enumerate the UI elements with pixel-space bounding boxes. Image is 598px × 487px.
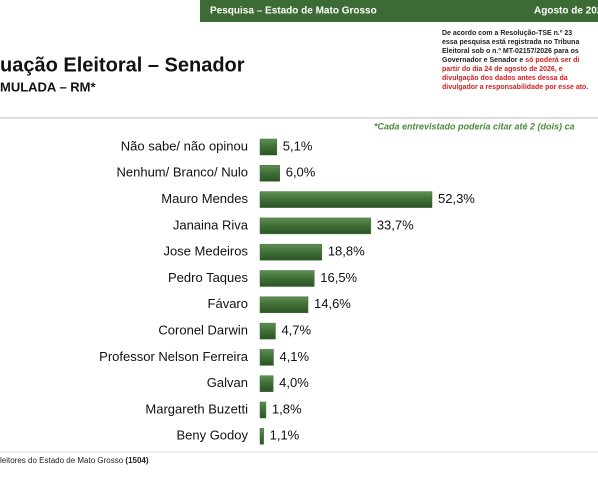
legal-text: De acordo com a Resolução-TSE n.º 23 bbox=[442, 30, 572, 37]
legal-text: só poderá ser di bbox=[525, 57, 579, 64]
legal-line: divulgação dos dados antes dessa da bbox=[442, 75, 568, 82]
bar bbox=[259, 349, 274, 366]
legal-text: Governador e Senador e bbox=[442, 57, 525, 64]
category-label: Professor Nelson Ferreira bbox=[99, 349, 249, 364]
legal-line: divulgador a responsabilidade por esse a… bbox=[442, 84, 588, 91]
chart-subtitle: MULADA – RM* bbox=[0, 79, 97, 94]
legal-line: Governador e Senador e só poderá ser di bbox=[442, 57, 579, 64]
bar bbox=[259, 243, 323, 261]
header-survey: Pesquisa – Estado de Mato Grosso bbox=[210, 6, 377, 17]
category-label: Janaina Riva bbox=[173, 217, 249, 232]
value-label: 33,7% bbox=[377, 217, 414, 232]
category-label: Coronel Darwin bbox=[158, 323, 248, 338]
header-date: Agosto de 202 bbox=[534, 6, 598, 17]
value-label: 4,0% bbox=[279, 375, 309, 390]
category-label: Não sabe/ não opinou bbox=[121, 138, 248, 153]
legal-line: Eleitoral sob o n.º MT-02157/2026 para o… bbox=[442, 48, 579, 55]
bar bbox=[259, 401, 267, 419]
category-label: Fávaro bbox=[208, 296, 248, 311]
value-label: 5,1% bbox=[283, 138, 313, 153]
legal-text: divulgador a responsabilidade por esse a… bbox=[442, 84, 588, 91]
category-label: Beny Godoy bbox=[176, 428, 248, 443]
value-label: 14,6% bbox=[314, 296, 351, 311]
header-bar bbox=[200, 0, 598, 22]
value-label: 16,5% bbox=[320, 270, 357, 285]
category-label: Nenhum/ Branco/ Nulo bbox=[116, 165, 248, 180]
category-label: Jose Medeiros bbox=[163, 244, 248, 259]
chart-note: *Cada entrevistado poderia citar até 2 (… bbox=[374, 121, 575, 131]
value-label: 18,8% bbox=[328, 244, 365, 259]
chart-title: uação Eleitoral – Senador bbox=[0, 54, 245, 76]
legal-text: Eleitoral sob o n.º MT-02157/2026 para o… bbox=[442, 48, 579, 55]
footer-text: leitores do Estado de Mato Grosso bbox=[0, 456, 125, 465]
bar bbox=[259, 165, 280, 182]
legal-text: essa pesquisa está registrada no Tribuna bbox=[442, 39, 579, 46]
bar bbox=[259, 217, 372, 235]
bar bbox=[259, 375, 274, 392]
value-label: 1,1% bbox=[270, 428, 300, 443]
category-label: Pedro Taques bbox=[168, 270, 248, 285]
bar bbox=[259, 296, 309, 314]
legal-box bbox=[440, 28, 598, 94]
footer-sample: (1504) bbox=[125, 456, 148, 465]
footer: leitores do Estado de Mato Grosso (1504) bbox=[0, 456, 149, 465]
category-label: Margareth Buzetti bbox=[145, 401, 248, 416]
category-label: Galvan bbox=[207, 375, 248, 390]
legal-line: partir do dia 24 de agosto de 2026, e bbox=[442, 66, 563, 73]
legal-text: divulgação dos dados antes dessa da bbox=[442, 75, 568, 82]
bar bbox=[259, 270, 315, 287]
legal-text: partir do dia 24 de agosto de 2026, e bbox=[442, 66, 563, 73]
bar bbox=[259, 428, 264, 445]
value-label: 4,7% bbox=[281, 323, 311, 338]
value-label: 52,3% bbox=[438, 191, 475, 206]
category-label: Mauro Mendes bbox=[161, 191, 248, 206]
value-label: 6,0% bbox=[286, 165, 316, 180]
bar bbox=[259, 191, 433, 208]
legal-line: essa pesquisa está registrada no Tribuna bbox=[442, 39, 579, 46]
legal-line: De acordo com a Resolução-TSE n.º 23 bbox=[442, 30, 572, 37]
bar bbox=[259, 138, 278, 156]
value-label: 1,8% bbox=[272, 401, 302, 416]
value-label: 4,1% bbox=[279, 349, 309, 364]
bar bbox=[259, 322, 276, 340]
